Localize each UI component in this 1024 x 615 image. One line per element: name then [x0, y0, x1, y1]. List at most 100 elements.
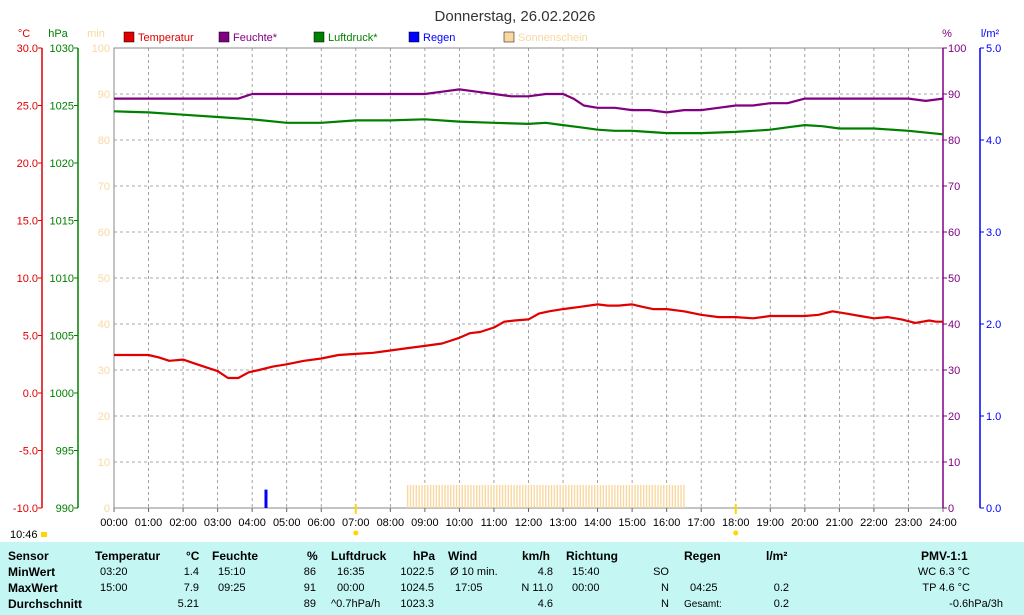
sun-markers [353, 504, 739, 536]
min-hum-time: 15:10 [218, 566, 246, 578]
feuchte-line [114, 88, 944, 114]
temperatur-line [114, 303, 943, 380]
avg-pmv-value: -0.6hPa/3h [949, 598, 1003, 610]
row-min-label: MinWert [8, 565, 56, 579]
pressure-tick-label: 995 [56, 446, 74, 458]
temp-tick-label: 15.0 [17, 216, 38, 228]
humidity-tick-label: 50 [948, 273, 960, 285]
humidity-tick-label: 30 [948, 365, 960, 377]
legend-label-temperatur: Temperatur [138, 32, 194, 44]
humidity-unit-label: % [942, 28, 952, 40]
legend-swatch-regen [408, 31, 420, 43]
humidity-tick-label: 70 [948, 181, 960, 193]
x-tick-label: 11:00 [481, 517, 508, 529]
pressure-tick-label: 1005 [50, 331, 74, 343]
min-wind-value: 4.8 [537, 566, 553, 578]
row-avg-label: Durchschnitt [8, 597, 83, 611]
humidity-tick-label: 0 [948, 503, 954, 515]
avg-hum-value: 89 [303, 598, 316, 610]
sun-tick-label: 50 [98, 273, 110, 285]
x-tick-label: 08:00 [377, 517, 405, 529]
humidity-tick-label: 80 [948, 135, 960, 147]
x-tick-label: 16:00 [653, 517, 681, 529]
legend-label-feuchte: Feuchte* [233, 32, 278, 44]
sun-tick-label: 80 [98, 135, 110, 147]
min-hum-value: 86 [303, 566, 316, 578]
pressure-tick-label: 1025 [50, 101, 74, 113]
tick-labels: 30.025.020.015.010.05.00.0-5.0-10.010301… [13, 43, 1001, 529]
sun-tick-label: 60 [98, 227, 110, 239]
max-press-value: 1024.5 [400, 582, 434, 594]
legend-label-regen: Regen [423, 32, 455, 44]
current-time-marker [41, 532, 47, 537]
max-temp-value: 7.9 [183, 582, 199, 594]
min-temp-value: 1.4 [183, 566, 199, 578]
sunrise-dot [353, 530, 359, 536]
temp-tick-label: 0.0 [23, 388, 38, 400]
pressure-unit-label: hPa [48, 28, 68, 40]
pressure-tick-label: 1030 [50, 43, 74, 55]
humidity-tick-label: 20 [948, 411, 960, 423]
temp-unit-label: °C [18, 28, 30, 40]
avg-rain-value: 0.2 [773, 598, 789, 610]
hdr-feuchte-unit: % [307, 549, 318, 563]
x-tick-label: 17:00 [687, 517, 715, 529]
pressure-tick-label: 1010 [50, 273, 74, 285]
humidity-tick-label: 90 [948, 89, 960, 101]
x-tick-label: 20:00 [791, 517, 819, 529]
sun-tick-label: 40 [98, 319, 110, 331]
hdr-wind: Wind [448, 549, 478, 563]
temp-tick-label: 5.0 [23, 331, 38, 343]
sun-tick-label: 20 [98, 411, 110, 423]
x-tick-label: 07:00 [342, 517, 370, 529]
min-press-time: 16:35 [337, 566, 365, 578]
weather-chart: Donnerstag, 26.02.2026 °C hPa min % l/m²… [10, 8, 1001, 541]
temp-tick-label: 10.0 [17, 273, 38, 285]
sun-tick-label: 100 [92, 43, 110, 55]
max-pmv-value: TP 4.6 °C [922, 582, 970, 594]
avg-press-value: 1023.3 [400, 598, 434, 610]
max-press-time: 00:00 [337, 582, 365, 594]
hdr-regen: Regen [684, 549, 721, 563]
x-tick-label: 24:00 [929, 517, 957, 529]
humidity-tick-label: 10 [948, 457, 960, 469]
temp-tick-label: -5.0 [19, 446, 38, 458]
min-dir-value: SO [653, 566, 669, 578]
sun-tick-label: 30 [98, 365, 110, 377]
hdr-luftdruck-unit: hPa [413, 549, 436, 563]
sun-tick-label: 90 [98, 89, 110, 101]
x-tick-label: 19:00 [757, 517, 785, 529]
x-tick-label: 23:00 [895, 517, 923, 529]
x-tick-label: 22:00 [860, 517, 888, 529]
line-series [113, 88, 944, 380]
rain-tick-label: 0.0 [986, 503, 1001, 515]
hdr-feuchte: Feuchte [212, 549, 259, 563]
x-tick-label: 09:00 [411, 517, 439, 529]
max-wind-label: 17:05 [455, 582, 483, 594]
x-tick-label: 13:00 [549, 517, 577, 529]
temp-tick-label: -10.0 [13, 503, 38, 515]
avg-temp-value: 5.21 [177, 598, 199, 610]
max-dir-value: N [661, 582, 669, 594]
max-temp-time: 15:00 [100, 582, 128, 594]
row-max-label: MaxWert [8, 581, 58, 595]
sun-unit-label: min [87, 28, 105, 40]
hdr-richtung: Richtung [566, 549, 618, 563]
sun-tick-label: 0 [104, 503, 110, 515]
hdr-temperatur-unit: °C [186, 549, 200, 563]
hdr-regen-unit: l/m² [766, 549, 788, 563]
max-wind-value: N 11.0 [521, 582, 553, 594]
avg-rain-label: Gesamt: [684, 599, 722, 610]
chart-title: Donnerstag, 26.02.2026 [435, 8, 596, 25]
statistics-table: Sensor Temperatur °C Feuchte % Luftdruck… [0, 542, 1024, 615]
x-tick-label: 14:00 [584, 517, 612, 529]
x-tick-label: 15:00 [618, 517, 646, 529]
temp-tick-label: 25.0 [17, 101, 38, 113]
axis-unit-labels: °C hPa min % l/m² [18, 28, 1000, 40]
avg-wind-value: 4.6 [537, 598, 553, 610]
legend-swatch-luftdruck [313, 31, 325, 43]
legend-swatch-sonnenschein [503, 31, 515, 43]
max-hum-time: 09:25 [218, 582, 246, 594]
luftdruck-line [113, 110, 944, 136]
x-tick-label: 21:00 [826, 517, 854, 529]
